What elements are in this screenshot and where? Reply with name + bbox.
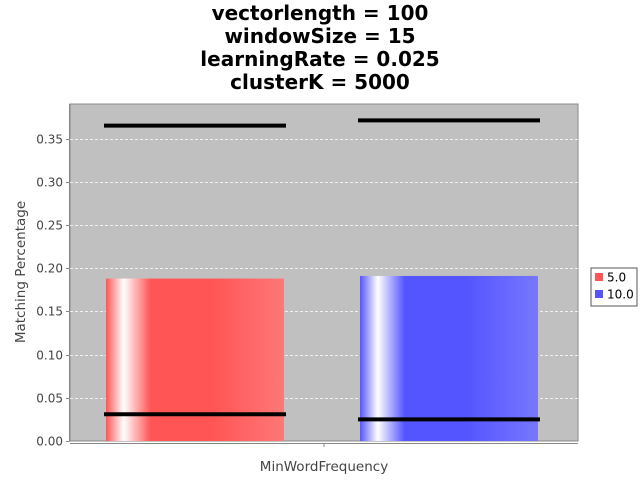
y-tick-label: 0.20	[36, 262, 63, 276]
title-line-2: windowSize = 15	[224, 24, 416, 48]
y-tick-label: 0.00	[36, 435, 63, 449]
legend-swatch-10.0	[595, 290, 603, 298]
x-axis-label: MinWordFrequency	[260, 459, 388, 475]
legend-label-5.0: 5.0	[607, 271, 626, 285]
range-markers	[104, 118, 540, 422]
chart-title: vectorlength = 100 windowSize = 15 learn…	[0, 2, 640, 94]
axes	[69, 104, 578, 447]
legend-label-10.0: 10.0	[607, 288, 634, 302]
title-line-1: vectorlength = 100	[211, 1, 429, 25]
y-tick-label: 0.10	[36, 349, 63, 363]
title-line-4: clusterK = 5000	[230, 70, 410, 94]
legend-swatch-5.0	[595, 273, 603, 281]
y-tick-label: 0.30	[36, 176, 63, 190]
bar-10.0	[360, 275, 538, 441]
y-tick-label: 0.05	[36, 392, 63, 406]
y-tick-label: 0.25	[36, 219, 63, 233]
y-axis-label: Matching Percentage	[13, 201, 29, 343]
y-tick-label: 0.15	[36, 305, 63, 319]
bar-5.0	[106, 278, 284, 441]
y-tick-label: 0.35	[36, 133, 63, 147]
title-line-3: learningRate = 0.025	[200, 47, 440, 71]
y-ticks: 0.00 0.05 0.10 0.15 0.20 0.25 0.30 0.35	[36, 133, 70, 449]
legend: 5.0 10.0	[590, 267, 638, 307]
